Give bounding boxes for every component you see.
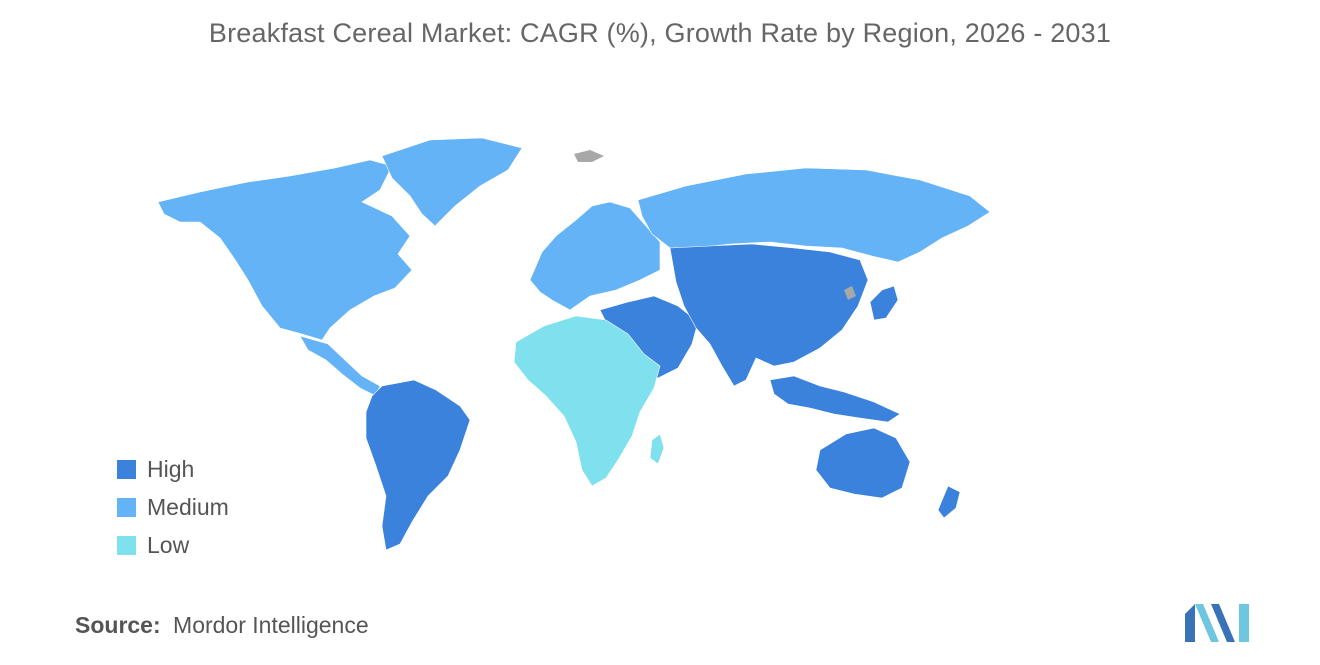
region-africa [513, 315, 661, 487]
source-label: Source: [75, 612, 161, 638]
legend-item-medium: Medium [117, 488, 229, 526]
region-north-america [157, 159, 413, 341]
logo-left-bar [1185, 604, 1195, 642]
chart-title: Breakfast Cereal Market: CAGR (%), Growt… [208, 18, 1112, 48]
source-line: Source: Mordor Intelligence [75, 612, 369, 639]
logo-right-bar [1239, 604, 1249, 642]
mordor-intelligence-logo [1185, 604, 1249, 642]
region-asia [669, 243, 869, 387]
region-madagascar [649, 433, 665, 465]
legend-item-low: Low [117, 526, 229, 564]
logo-left-diag [1195, 604, 1219, 642]
region-southeast-asia [769, 375, 901, 423]
legend-label-high: High [147, 455, 195, 482]
legend-item-high: High [117, 450, 229, 488]
legend-label-medium: Medium [147, 493, 229, 520]
legend-swatch-medium [117, 497, 136, 517]
source-value: Mordor Intelligence [173, 612, 369, 638]
legend-swatch-low [117, 535, 136, 555]
world-map [157, 137, 991, 551]
region-australia [815, 427, 911, 499]
region-greenland [381, 137, 523, 227]
region-svalbard [574, 150, 604, 162]
region-central-america [299, 335, 381, 397]
region-east-asia-islands [869, 285, 899, 321]
legend: High Medium Low [117, 450, 229, 564]
legend-label-low: Low [147, 531, 190, 558]
region-europe [529, 201, 661, 311]
region-south-america [365, 379, 471, 551]
legend-swatch-high [117, 459, 136, 479]
region-new-zealand [937, 485, 961, 519]
region-korea-north [844, 286, 856, 300]
logo-mid-diag [1211, 604, 1235, 642]
